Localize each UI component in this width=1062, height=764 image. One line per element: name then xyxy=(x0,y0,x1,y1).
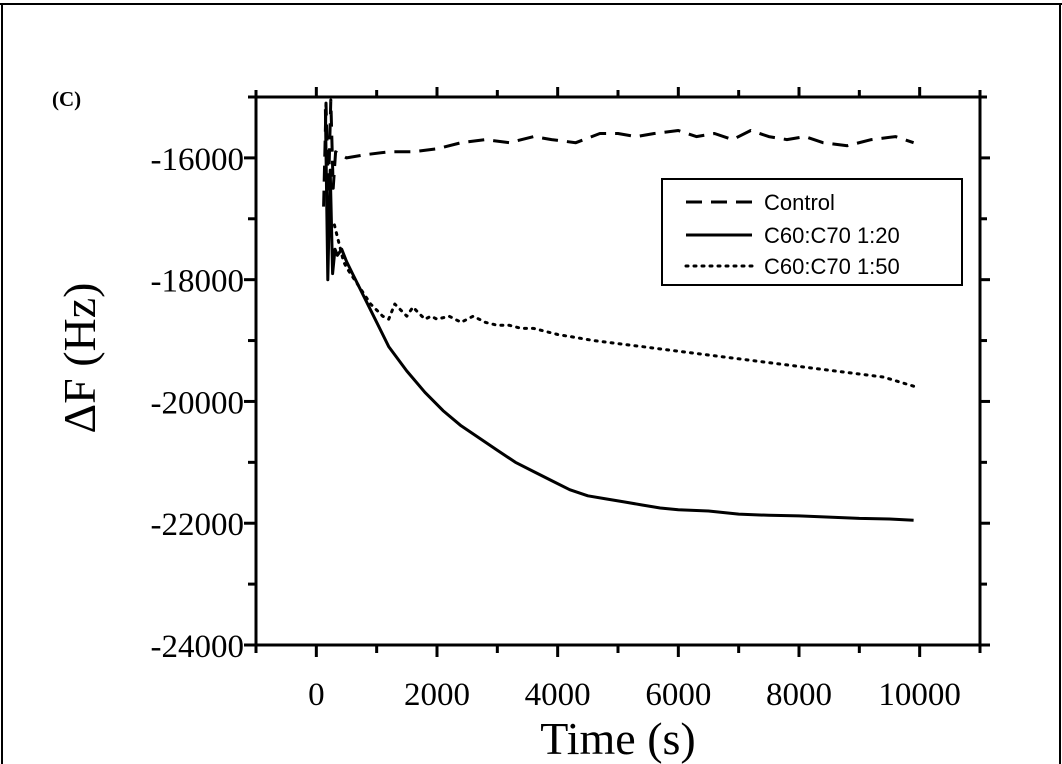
x-tick-label: 2000 xyxy=(404,677,470,713)
y-tick-label: -22000 xyxy=(151,507,245,543)
legend-label-1: Control xyxy=(764,190,835,215)
x-tick-label: 8000 xyxy=(766,677,832,713)
y-tick-label: -20000 xyxy=(151,385,245,421)
panel-label: (C) xyxy=(52,87,81,111)
x-tick-label: 0 xyxy=(308,677,325,713)
tick-labels: 0 2000 4000 6000 8000 10000 -16000 -18000 -20000… xyxy=(151,142,961,713)
x-tick-label: 4000 xyxy=(525,677,591,713)
legend: Control C60:C70 1:20 C60:C70 1:50 xyxy=(661,178,963,286)
series-layer xyxy=(322,98,916,522)
y-tick-label: -18000 xyxy=(151,264,245,300)
x-axis-title: Time (s) xyxy=(540,713,696,764)
legend-label-3: C60:C70 1:50 xyxy=(764,254,900,279)
legend-label-2: C60:C70 1:20 xyxy=(764,223,900,248)
series-line-3 xyxy=(332,223,916,388)
axis-ticks xyxy=(244,87,990,657)
y-axis-title: ΔF (Hz) xyxy=(54,283,105,434)
y-tick-label: -24000 xyxy=(151,629,245,665)
x-tick-label: 10000 xyxy=(878,677,961,713)
y-tick-label: -16000 xyxy=(151,142,245,178)
series-line-1 xyxy=(322,98,915,207)
x-tick-label: 6000 xyxy=(645,677,711,713)
series-line-2 xyxy=(323,109,914,522)
